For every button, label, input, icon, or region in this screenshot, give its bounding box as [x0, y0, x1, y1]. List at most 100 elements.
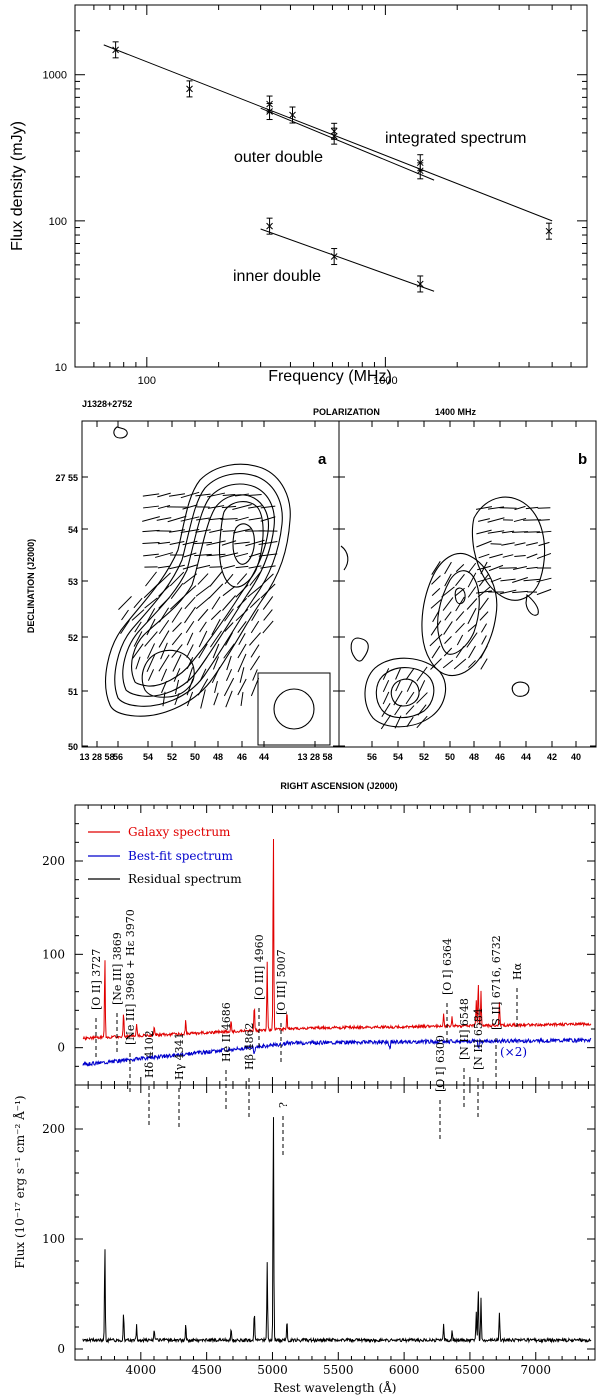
polarization-vector: [194, 553, 212, 557]
polarization-vector: [444, 636, 452, 644]
polarization-vector: [476, 590, 492, 594]
polarization-vector: [168, 493, 186, 497]
polarization-vector: [171, 607, 183, 623]
polarization-vector: [170, 596, 184, 610]
polarization-vector: [416, 692, 428, 704]
polarization-vector: [195, 585, 211, 597]
legend-galaxy: Galaxy spectrum: [128, 825, 231, 839]
polarization-vector: [211, 596, 221, 610]
polarization-vector: [199, 621, 207, 633]
polarization-vector: [430, 658, 442, 670]
polarization-vector: [476, 540, 492, 548]
polarization-vector: [195, 596, 211, 610]
polarization-vector: [442, 597, 454, 611]
x-tick-label: 4500: [191, 1363, 222, 1377]
polarization-vector: [157, 492, 171, 498]
polarization-vector: [249, 597, 261, 609]
polarization-vector: [455, 564, 465, 572]
ra-tick-label: 48: [213, 752, 223, 762]
polarization-vector: [237, 678, 247, 696]
polarization-vector: [431, 575, 441, 585]
polarization-vector: [219, 552, 239, 558]
ra-tick-label: 50: [190, 752, 200, 762]
y-tick-label: 100: [49, 216, 67, 228]
contour: [390, 678, 420, 707]
polarization-vector: [260, 505, 276, 509]
polarization-vector: [133, 597, 143, 609]
polarization-vector: [186, 644, 194, 658]
polarization-vector: [237, 620, 247, 634]
data-point: [416, 167, 424, 175]
polarization-vector: [481, 635, 487, 645]
y-tick-label: 1000: [43, 70, 67, 82]
dec-tick-label: 54: [68, 525, 78, 535]
map-frequency: 1400 MHz: [435, 407, 477, 417]
x-tick-label: 6000: [389, 1363, 420, 1377]
polarization-vector: [158, 630, 170, 648]
dec-tick-labels: 27 55 54 53 52 51 50: [55, 473, 78, 752]
polarization-vector: [502, 554, 514, 558]
polarization-vector: [225, 690, 233, 708]
label-outer-double: outer double: [234, 149, 323, 166]
polarization-vector: [171, 644, 183, 658]
polarization-vector: [200, 689, 206, 709]
polarization-vector: [143, 505, 159, 509]
polarization-vector: [147, 669, 155, 681]
polarization-vector: [475, 506, 493, 510]
fit-line-2: [260, 228, 435, 292]
polarization-vector: [143, 553, 159, 557]
polarization-vector: [121, 609, 129, 621]
ra-tick-label: 50: [445, 752, 455, 762]
galaxy-spectrum-line: [82, 838, 592, 1042]
polarization-vector: [212, 656, 220, 670]
axis-ticks: [74, 4, 588, 368]
plot-frame: [74, 4, 588, 368]
ra-tick-label: 44: [259, 752, 269, 762]
polarization-vector: [167, 515, 187, 523]
data-point: [330, 253, 338, 260]
polarization-vector: [467, 624, 477, 632]
polarization-vector: [406, 716, 414, 728]
polarization-vector: [417, 704, 427, 716]
polarization-vector: [222, 530, 236, 532]
legend: Galaxy spectrum Best-fit spectrum Residu…: [88, 825, 242, 886]
radio-spectrum-chart: 10 100 1000 100 1000 integrated spectrum ou…: [9, 4, 588, 385]
polarization-vector: [248, 505, 262, 509]
polarization-vector: [197, 573, 209, 585]
ra-tick-label: 46: [495, 752, 505, 762]
polarization-vector: [444, 561, 452, 575]
polarization-vector: [487, 506, 505, 510]
x-tick-label: 7000: [520, 1363, 551, 1377]
contour: [350, 637, 369, 662]
polarization-vector: [237, 643, 247, 659]
contour: [114, 473, 283, 707]
source-name: J1328+2752: [82, 400, 132, 409]
polarization-vector: [195, 564, 211, 570]
emission-line-label: Hδ 4102: [143, 1030, 156, 1078]
y-tick-label: 200: [42, 854, 65, 868]
polarization-vector: [260, 583, 276, 599]
y-tick-label: 200: [42, 1122, 65, 1136]
panel-a-vectors: [118, 491, 278, 709]
polarization-vector: [155, 552, 173, 558]
polarization-vector: [211, 618, 221, 636]
polarization-map: J1328+2752 POLARIZATION 1400 MHz a b 27 …: [26, 400, 597, 791]
polarization-vector: [526, 566, 538, 570]
polarization-vector: [260, 565, 276, 569]
data-point: [266, 222, 273, 230]
polarization-vector: [236, 573, 248, 585]
polarization-vector: [395, 668, 401, 680]
polarization-vector: [220, 518, 238, 520]
polarization-vector: [381, 702, 391, 718]
ra-tick-label: 13 28 58: [79, 752, 114, 762]
polarization-vector: [158, 654, 170, 672]
polarization-vector: [206, 553, 226, 557]
polarization-vector: [431, 561, 441, 575]
emission-line-label: [O I] 6364: [441, 938, 454, 995]
polarization-vector: [180, 529, 200, 533]
polarization-vector: [173, 668, 181, 682]
emission-line-label: Hβ 4862: [243, 1023, 256, 1070]
polarization-vector: [169, 529, 185, 533]
polarization-vector: [131, 609, 145, 621]
